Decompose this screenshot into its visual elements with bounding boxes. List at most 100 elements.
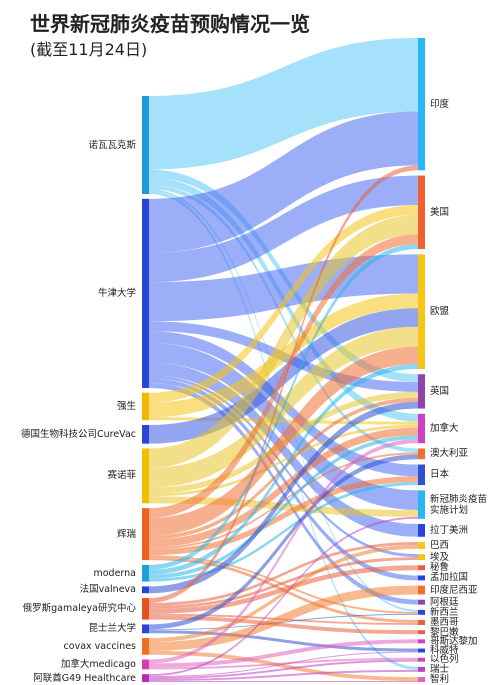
- target-label: 科威特: [430, 645, 459, 657]
- source-node: [142, 392, 149, 421]
- flow: [149, 214, 418, 469]
- target-node: [418, 630, 425, 635]
- flow: [149, 401, 418, 594]
- target-node: [418, 254, 425, 369]
- source-node: [142, 598, 149, 620]
- source-label: moderna: [93, 567, 136, 579]
- target-label: 拉丁美洲: [430, 524, 469, 536]
- target-node: [418, 609, 425, 615]
- source-label: 阿联酋G49 Healthcare: [33, 672, 136, 684]
- flow: [149, 375, 418, 558]
- target-node: [418, 542, 425, 549]
- target-node: [418, 666, 425, 672]
- target-label: 印度尼西亚: [430, 584, 478, 596]
- target-node: [418, 448, 425, 460]
- target-label: 哥斯达黎加: [430, 635, 478, 647]
- source-node: [142, 564, 149, 582]
- source-node: [142, 624, 149, 634]
- target-node: [418, 413, 425, 444]
- target-node: [418, 639, 425, 644]
- source-label: 加拿大medicago: [60, 658, 136, 670]
- target-label: 加拿大: [430, 423, 459, 434]
- flow: [149, 439, 418, 664]
- flow: [149, 657, 418, 670]
- flow: [149, 639, 418, 668]
- target-label: 孟加拉国: [430, 572, 469, 584]
- flow: [149, 424, 418, 497]
- flow: [149, 557, 418, 609]
- flow: [149, 234, 418, 518]
- source-node: [142, 198, 149, 388]
- source-node: [142, 638, 149, 655]
- target-node: [418, 575, 425, 581]
- target-label: 以色列: [430, 654, 459, 666]
- target-node: [418, 374, 425, 409]
- target-node: [418, 657, 425, 662]
- target-label: 印度: [430, 98, 450, 110]
- source-label: 俄罗斯gamaleya研究中心: [22, 603, 136, 615]
- flow: [149, 342, 418, 510]
- target-label: 巴西: [430, 539, 450, 551]
- target-label: 英国: [430, 385, 450, 397]
- flow: [149, 346, 418, 536]
- flow: [149, 111, 418, 253]
- flow: [149, 516, 418, 677]
- flow: [149, 165, 418, 603]
- flow: [149, 204, 418, 403]
- source-node: [142, 659, 149, 670]
- flow: [149, 427, 418, 548]
- flow: [149, 615, 418, 635]
- source-label: 强生: [116, 400, 136, 412]
- source-node: [142, 586, 149, 594]
- flow: [149, 293, 418, 418]
- flow: [149, 544, 418, 642]
- flow: [149, 454, 418, 630]
- target-label: 秘鲁: [430, 562, 450, 574]
- target-label: 智利: [430, 674, 450, 685]
- target-label: 新西兰: [430, 606, 459, 618]
- flow: [149, 482, 418, 582]
- flow: [149, 651, 418, 678]
- flow: [149, 244, 418, 570]
- flow: [149, 669, 418, 682]
- flow: [149, 435, 418, 579]
- target-node: [418, 677, 425, 682]
- target-node: [418, 648, 425, 653]
- flow: [149, 555, 418, 614]
- target-label: 阿根廷: [430, 596, 459, 608]
- chart-subtitle: (截至11月24日): [30, 40, 148, 59]
- flow: [149, 175, 418, 283]
- source-node: [142, 674, 149, 682]
- flow: [149, 476, 418, 556]
- chart-title: 世界新冠肺炎疫苗预购情况一览: [30, 12, 310, 36]
- target-label: 瑞士: [430, 663, 450, 675]
- source-label: 法国valneva: [79, 584, 136, 596]
- target-node: [418, 464, 425, 486]
- target-label: 美国: [430, 206, 450, 218]
- flow: [149, 185, 418, 453]
- source-label: 赛诺菲: [107, 470, 136, 482]
- flow: [149, 659, 418, 680]
- target-label: 新冠肺炎疫苗实施计划: [430, 493, 488, 516]
- source-label: 昆士兰大学: [88, 623, 136, 635]
- flow: [149, 585, 418, 651]
- flow: [149, 378, 418, 581]
- flow: [149, 38, 418, 170]
- target-node: [418, 599, 425, 605]
- flow: [149, 650, 418, 682]
- target-label: 欧盟: [430, 306, 450, 318]
- target-label: 日本: [430, 469, 450, 481]
- target-label: 墨西哥: [430, 616, 459, 628]
- target-node: [418, 554, 425, 561]
- target-node: [418, 490, 425, 519]
- target-node: [418, 38, 425, 171]
- source-label: covax vaccines: [63, 640, 136, 652]
- source-label: 牛津大学: [97, 287, 136, 299]
- flow: [149, 681, 418, 682]
- flow: [149, 383, 418, 605]
- flow: [149, 565, 418, 614]
- source-label: 诺瓦瓦克斯: [88, 139, 136, 151]
- flow: [149, 542, 418, 606]
